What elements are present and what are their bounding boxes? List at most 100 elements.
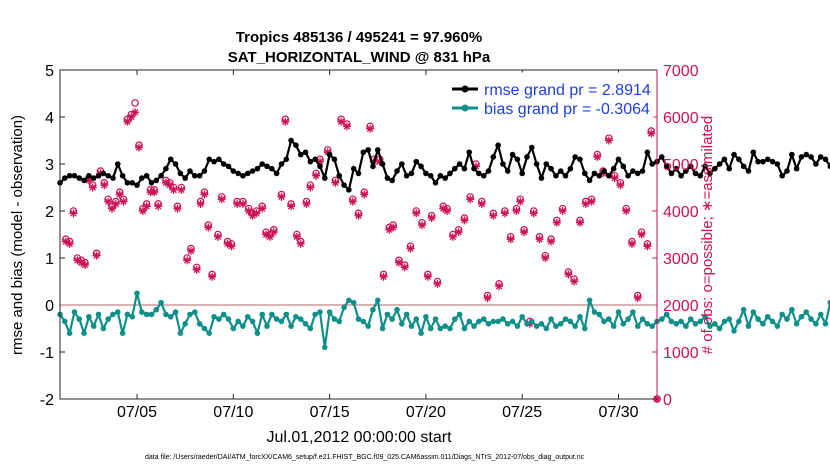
bias-point <box>110 311 116 318</box>
obs-assimilated-marker <box>520 228 529 237</box>
obs-assimilated-marker <box>142 202 151 211</box>
obs-assimilated-marker <box>302 199 311 208</box>
bias-point <box>774 323 781 329</box>
bias-point <box>456 311 463 318</box>
rmse-point <box>509 151 516 158</box>
rmse-point <box>490 154 497 160</box>
left-tick-label: -2 <box>40 392 54 409</box>
bias-point <box>668 318 675 325</box>
rmse-point <box>577 156 583 163</box>
bias-point <box>244 313 251 320</box>
rmse-point <box>764 156 771 163</box>
bias-point <box>321 344 328 351</box>
obs-assimilated-marker <box>69 209 78 218</box>
rmse-point <box>615 156 622 163</box>
rmse-point <box>731 151 737 158</box>
bias-point <box>543 325 550 332</box>
asterisk-stroke <box>89 184 96 191</box>
rmse-point <box>798 154 805 160</box>
obs-assimilated-marker <box>506 235 515 244</box>
rmse-point <box>379 161 386 167</box>
obs-assimilated-marker <box>400 263 409 272</box>
rmse-point <box>346 187 352 193</box>
asterisk-stroke <box>361 191 368 198</box>
bias-point <box>548 316 554 322</box>
bias-point <box>220 311 227 318</box>
rmse-point <box>529 144 535 151</box>
bias-point <box>423 313 429 320</box>
bias-point <box>288 323 294 329</box>
obs-assimilated-marker <box>269 228 278 237</box>
rmse-point <box>495 142 501 148</box>
asterisk-stroke <box>588 198 595 205</box>
asterisk-stroke <box>570 278 578 285</box>
plot-area <box>60 70 657 399</box>
left-tick-label: 4 <box>45 110 54 127</box>
asterisk-stroke <box>187 247 195 255</box>
obs-assimilated-marker <box>342 122 351 131</box>
bias-point <box>726 316 733 322</box>
obs-assimilated-marker <box>150 188 159 197</box>
right-tick-label: 2000 <box>663 298 699 315</box>
bias-point <box>711 321 718 327</box>
bias-point <box>312 311 318 318</box>
bias-point <box>451 316 458 322</box>
rmse-point <box>134 182 140 188</box>
rmse-point <box>370 163 376 170</box>
bias-point <box>610 323 617 329</box>
bias-point <box>495 318 501 325</box>
asterisk-stroke <box>501 210 509 217</box>
asterisk-stroke <box>622 207 630 215</box>
rmse-point <box>659 154 665 160</box>
asterisk-stroke <box>307 184 314 191</box>
rmse-point <box>649 161 655 167</box>
asterisk-stroke <box>170 186 177 194</box>
x-tick-label: 07/05 <box>117 404 157 421</box>
rmse-point <box>543 161 550 167</box>
left-tick-label: 3 <box>45 157 54 174</box>
asterisk-stroke <box>166 181 174 189</box>
bias-point <box>225 316 232 322</box>
rmse-point <box>192 172 198 179</box>
rmse-point <box>244 170 251 177</box>
asterisk-stroke <box>297 240 304 248</box>
obs-assimilated-marker <box>104 197 113 206</box>
bias-point <box>586 297 593 304</box>
bias-point <box>206 330 213 337</box>
rmse-point <box>456 161 463 167</box>
bias-point <box>370 306 376 313</box>
rmse-point <box>110 175 116 181</box>
obs-assimilated-marker <box>177 185 186 194</box>
asterisk-stroke <box>218 195 226 203</box>
bias-point <box>336 318 343 325</box>
asterisk-stroke <box>193 266 200 274</box>
bias-point <box>346 297 352 304</box>
asterisk-stroke <box>312 172 320 180</box>
bias-point <box>240 323 246 329</box>
bias-point <box>158 299 164 306</box>
rmse-point <box>249 168 256 174</box>
bias-point <box>577 313 583 320</box>
rmse-point <box>803 151 810 158</box>
bias-point <box>105 316 111 322</box>
rmse-point <box>687 163 694 170</box>
bias-point <box>471 323 477 329</box>
obs-assimilated-marker <box>637 230 646 239</box>
asterisk-stroke <box>104 198 112 205</box>
rmse-point <box>90 175 97 181</box>
obs-assimilated-marker <box>454 228 463 237</box>
bias-point <box>350 299 357 306</box>
asterisk-stroke <box>424 273 432 281</box>
obs-assimilated-marker <box>165 181 174 190</box>
obs-assimilated-marker <box>281 117 290 126</box>
bias-point <box>399 321 405 327</box>
bias-point <box>201 325 208 332</box>
asterisk-stroke <box>520 228 528 236</box>
bias-point <box>211 313 217 320</box>
rmse-point <box>139 175 145 181</box>
rmse-point <box>557 168 564 174</box>
obs-assimilated-marker <box>466 195 475 204</box>
legend-bias-marker <box>461 104 469 112</box>
rmse-point <box>293 142 299 148</box>
asterisk-stroke <box>434 280 441 288</box>
